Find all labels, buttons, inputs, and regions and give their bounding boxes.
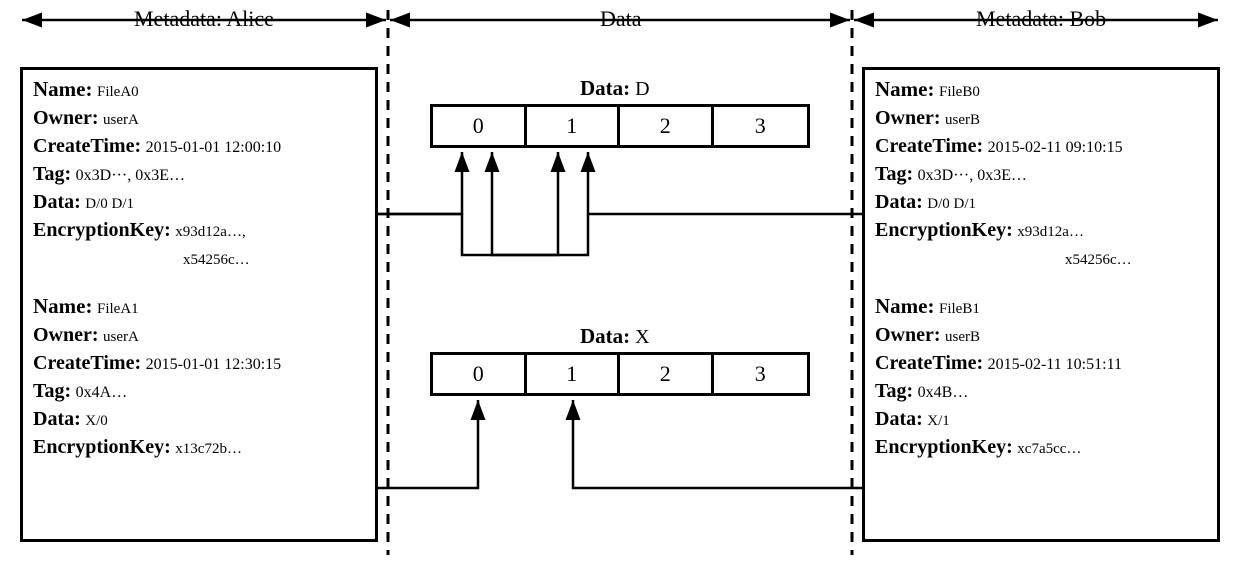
value-owner: userB (945, 329, 980, 345)
label-tag: Tag: (33, 380, 71, 402)
metadata-box-bob: Name: FileB0 Owner: userB CreateTime: 20… (862, 67, 1220, 542)
label-createtime: CreateTime: (875, 135, 983, 157)
value-owner: userA (103, 329, 139, 345)
value-data: X/0 (85, 413, 108, 429)
label-name: Name: (33, 294, 92, 318)
value-tag: 0x4A… (76, 384, 128, 401)
value-tag: 0x3D···, 0x3E… (918, 167, 1027, 184)
data-title-d-val: D (635, 78, 649, 100)
value-createtime: 2015-01-01 12:30:15 (146, 356, 282, 373)
value-name: FileA0 (97, 84, 139, 100)
data-block-cell: 3 (714, 107, 807, 145)
data-block-cell: 0 (433, 355, 527, 393)
column-label-bob: Metadata: Bob (972, 6, 1110, 32)
label-encryptionkey: EncryptionKey: (875, 219, 1013, 241)
column-label-data: Data (596, 6, 646, 32)
value-owner: userA (103, 112, 139, 128)
value-createtime: 2015-02-11 10:51:11 (988, 356, 1122, 373)
label-name: Name: (875, 294, 934, 318)
data-title-d-key: Data: (580, 76, 630, 100)
label-name: Name: (875, 77, 934, 101)
value-encryptionkey: x93d12a… (1017, 224, 1084, 240)
label-encryptionkey: EncryptionKey: (33, 436, 171, 458)
value-createtime: 2015-02-11 09:10:15 (988, 139, 1123, 156)
label-data: Data: (33, 408, 81, 430)
value-encryptionkey: x13c72b… (175, 441, 242, 457)
data-strip-d: 0123 (430, 104, 810, 148)
value-name: FileB1 (939, 301, 980, 317)
data-strip-x: 0123 (430, 352, 810, 396)
diagram-stage: Name: FileA0 Owner: userA CreateTime: 20… (0, 0, 1240, 565)
data-title-d: Data: D (580, 76, 650, 101)
data-title-x-val: X (635, 326, 649, 348)
data-block-cell: 1 (527, 355, 621, 393)
data-block-cell: 2 (620, 107, 714, 145)
label-encryptionkey: EncryptionKey: (33, 219, 171, 241)
bob-record-1: Name: FileB1 Owner: userB CreateTime: 20… (875, 293, 1209, 462)
value-data: X/1 (927, 413, 950, 429)
value-encryptionkey: xc7a5cc… (1017, 441, 1081, 457)
value-data: D/0 D/1 (927, 196, 976, 212)
value-tag: 0x4B… (918, 384, 969, 401)
label-owner: Owner: (875, 324, 941, 346)
label-createtime: CreateTime: (33, 352, 141, 374)
label-tag: Tag: (33, 163, 71, 185)
label-data: Data: (875, 408, 923, 430)
label-owner: Owner: (33, 107, 99, 129)
alice-record-0: Name: FileA0 Owner: userA CreateTime: 20… (33, 76, 367, 273)
data-block-cell: 3 (714, 355, 807, 393)
label-createtime: CreateTime: (875, 352, 983, 374)
metadata-box-alice: Name: FileA0 Owner: userA CreateTime: 20… (20, 67, 378, 542)
data-block-cell: 1 (527, 107, 621, 145)
value-encryptionkey-2: x54256c… (1065, 252, 1132, 268)
data-title-x: Data: X (580, 324, 650, 349)
label-owner: Owner: (875, 107, 941, 129)
value-name: FileB0 (939, 84, 980, 100)
value-encryptionkey-2: x54256c… (183, 252, 250, 268)
label-createtime: CreateTime: (33, 135, 141, 157)
data-title-x-key: Data: (580, 324, 630, 348)
label-tag: Tag: (875, 163, 913, 185)
value-tag: 0x3D···, 0x3E… (76, 167, 185, 184)
label-data: Data: (33, 191, 81, 213)
data-block-cell: 0 (433, 107, 527, 145)
value-createtime: 2015-01-01 12:00:10 (146, 139, 282, 156)
alice-record-1: Name: FileA1 Owner: userA CreateTime: 20… (33, 293, 367, 462)
bob-record-0: Name: FileB0 Owner: userB CreateTime: 20… (875, 76, 1209, 273)
value-owner: userB (945, 112, 980, 128)
label-name: Name: (33, 77, 92, 101)
value-encryptionkey: x93d12a…, (175, 224, 245, 240)
value-name: FileA1 (97, 301, 139, 317)
column-label-alice: Metadata: Alice (130, 6, 278, 32)
label-data: Data: (875, 191, 923, 213)
label-owner: Owner: (33, 324, 99, 346)
label-encryptionkey: EncryptionKey: (875, 436, 1013, 458)
value-data: D/0 D/1 (85, 196, 134, 212)
label-tag: Tag: (875, 380, 913, 402)
data-block-cell: 2 (620, 355, 714, 393)
